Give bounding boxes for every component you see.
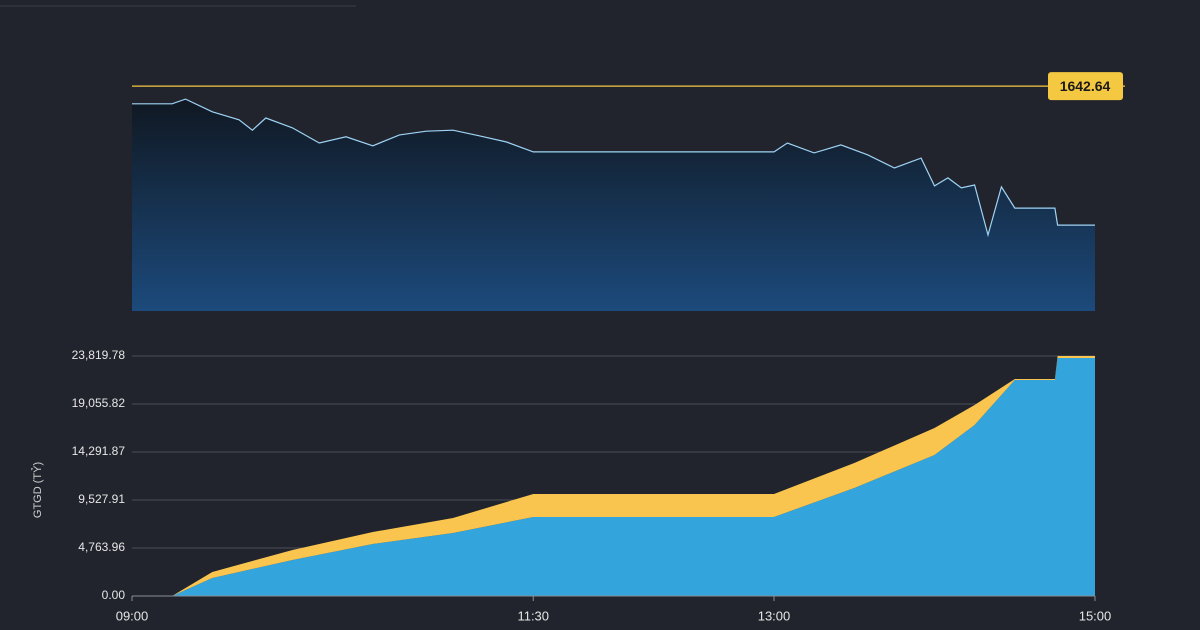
area: [132, 358, 1095, 596]
price-line: [132, 98, 1095, 238]
y-tick-label: 23,819.78: [72, 348, 126, 362]
y-tick-label: 0.00: [102, 588, 126, 602]
x-tick-label: 11:30: [517, 608, 549, 623]
y-axis-label: GTGD (TỶ): [31, 462, 44, 518]
y-tick-label: 14,291.87: [72, 444, 126, 458]
y-tick-label: 19,055.82: [72, 396, 126, 410]
x-tick-label: 13:00: [758, 608, 791, 623]
y-tick-label: 4,763.96: [78, 540, 125, 554]
x-tick-label: 15:00: [1079, 608, 1112, 623]
x-tick-label: 09:00: [116, 608, 149, 623]
area: [132, 356, 1095, 596]
y-tick-label: 9,527.91: [78, 492, 125, 506]
line-area: [132, 99, 1095, 311]
reference-badge: [1048, 72, 1123, 101]
reference-label: 1642.64: [1060, 78, 1111, 94]
